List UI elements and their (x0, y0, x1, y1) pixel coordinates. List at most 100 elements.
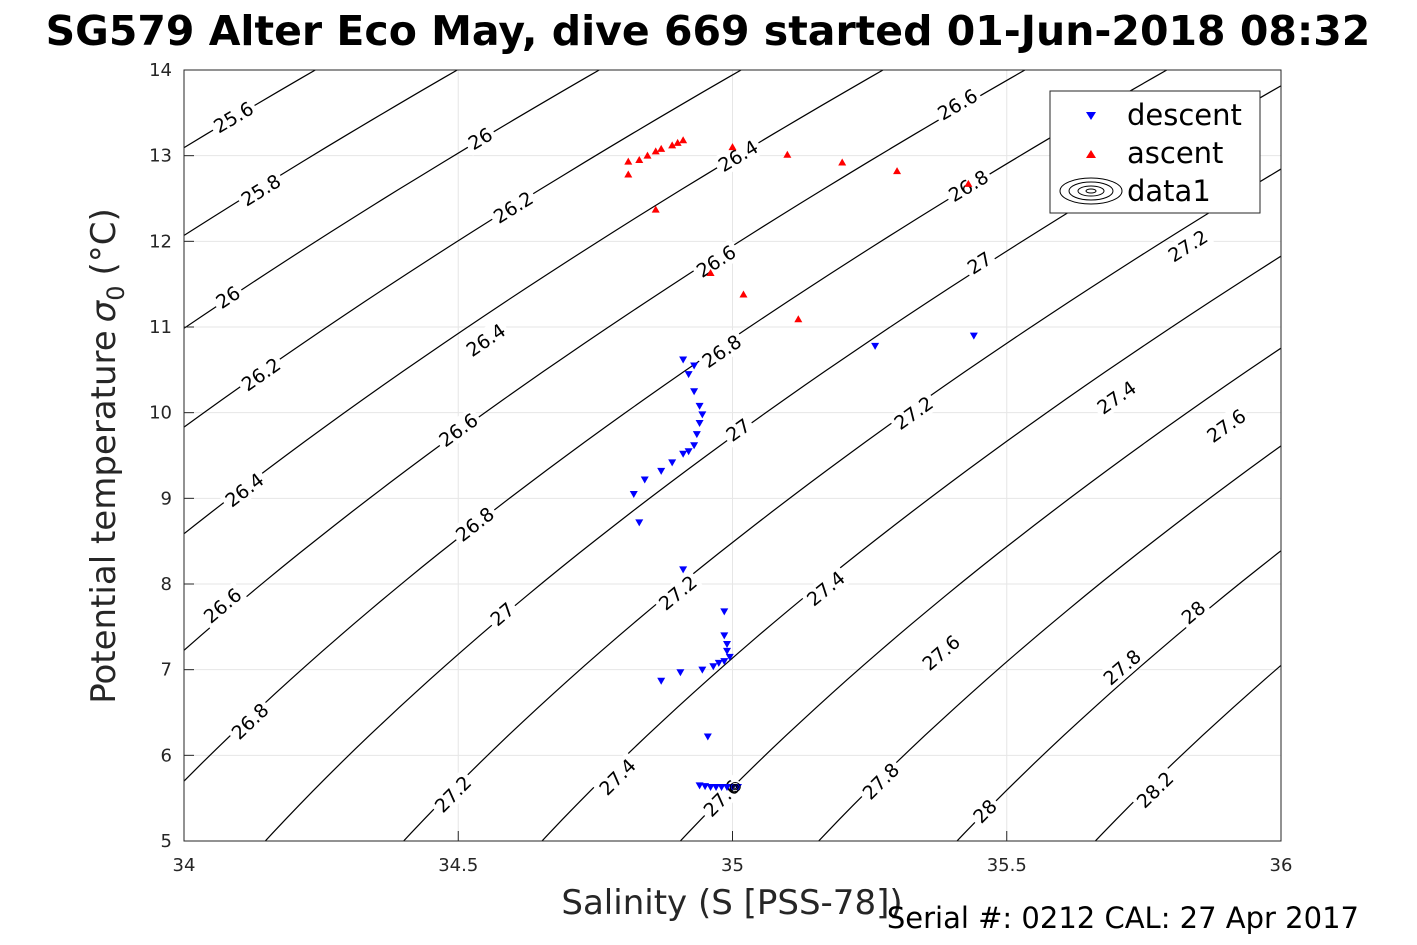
ascent-point (679, 136, 688, 144)
isopycnal-line (402, 168, 1281, 841)
legend-ascent-label: ascent (1127, 136, 1223, 170)
contour-label-background (1161, 223, 1215, 268)
y-axis-title: Potential temperature σ0 (°C) (84, 208, 130, 704)
ascent-point (643, 151, 652, 159)
legend-box (1049, 90, 1261, 214)
y-tick-label: 12 (149, 231, 172, 252)
descent-point (692, 431, 701, 439)
contour-label-background (1090, 374, 1143, 421)
x-tick-label: 34.5 (438, 855, 478, 876)
descent-point (723, 640, 732, 648)
descent-point (657, 677, 666, 685)
ascent-point (728, 143, 737, 151)
contour-label-background (652, 568, 704, 617)
legend-descent-marker (1086, 112, 1096, 120)
contour-label-background (695, 328, 748, 374)
descent-point (690, 362, 699, 370)
axis-ticks: 34 34.5 35 35.5 36 5 6 7 8 9 10 11 12 13 14 (149, 60, 1292, 876)
isopycnal-line (184, 70, 1027, 652)
contour-label-background (1129, 764, 1180, 815)
descent-point (725, 653, 734, 661)
x-tick-label: 34 (173, 855, 196, 876)
serial-cal-footer: Serial #: 0212 CAL: 27 Apr 2017 (887, 901, 1359, 935)
y-tick-label: 7 (161, 660, 172, 681)
contour-label-background (1174, 594, 1212, 631)
ascent-point (651, 205, 660, 213)
ascent-point (706, 269, 715, 277)
descent-point (723, 647, 732, 655)
descent-point (629, 491, 638, 499)
y-tick-label: 10 (149, 403, 172, 424)
x-tick-label: 36 (1270, 855, 1293, 876)
ascent-point (838, 158, 847, 166)
ascent-point (651, 147, 660, 155)
descent-point (714, 659, 723, 667)
ascent-point (657, 144, 666, 152)
data-points (624, 136, 978, 793)
legend-ascent-marker (1086, 150, 1096, 158)
contour-label-background (427, 768, 478, 819)
y-tick-label: 8 (161, 574, 172, 595)
contour-label-background (224, 696, 275, 746)
y-tick-label: 13 (149, 146, 172, 167)
isopycnal-line (956, 550, 1281, 841)
descent-point (720, 632, 729, 640)
ascent-point (624, 170, 633, 178)
ascent-point (668, 141, 677, 149)
y-tick-label: 11 (149, 317, 172, 338)
descent-point (668, 459, 677, 467)
descent-point (690, 388, 699, 396)
descent-point (676, 669, 685, 677)
descent-point (969, 332, 978, 340)
ascent-point (673, 138, 682, 146)
data1-contour-ring (733, 785, 738, 789)
descent-point (684, 448, 693, 456)
y-axis-title-unit: (°C) (84, 208, 124, 275)
descent-point (690, 442, 699, 450)
descent-point (679, 566, 688, 574)
contour-label-background (448, 500, 501, 548)
contour-label-background (483, 595, 521, 633)
y-axis-title-symbol: σ (84, 299, 124, 322)
contour-label-background (234, 351, 287, 397)
legend-data1-label: data1 (1127, 174, 1211, 208)
contour-label-background (461, 121, 499, 156)
isopycnal-line (184, 70, 885, 535)
contour-label-background (887, 389, 940, 436)
descent-point (695, 402, 704, 410)
descent-point (871, 342, 880, 350)
contour-label-background (196, 581, 248, 630)
contour-label-background (915, 628, 967, 677)
descent-point (640, 476, 649, 484)
descent-point (635, 519, 644, 527)
contour-label-background (966, 792, 1004, 830)
y-tick-label: 14 (149, 60, 172, 81)
data1-contour-ring (731, 783, 739, 791)
ascent-point (624, 157, 633, 165)
contour-label-background (206, 95, 260, 139)
y-axis-title-subscript: 0 (102, 285, 130, 300)
descent-point (679, 356, 688, 364)
y-tick-label: 6 (161, 745, 172, 766)
data1-contour-ring (729, 782, 741, 793)
contour-label-background (592, 751, 643, 802)
contour-label-background (800, 564, 852, 613)
descent-point (695, 419, 704, 427)
y-tick-label: 9 (161, 488, 172, 509)
legend-data1-marker (1059, 177, 1123, 205)
descent-point (657, 467, 666, 475)
isopycnal-line (679, 347, 1281, 841)
ascent-point (635, 155, 644, 163)
density-contours (184, 70, 1281, 841)
ascent-point (964, 179, 973, 187)
descent-point (706, 784, 715, 792)
ascent-point (893, 167, 902, 175)
contour-label-background (689, 238, 743, 284)
legend-descent-label: descent (1127, 98, 1242, 132)
x-tick-label: 35.5 (987, 855, 1027, 876)
contour-label-background (711, 133, 765, 178)
isopycnal-line (184, 70, 601, 330)
contour-label-background (960, 245, 998, 281)
contour-label-background (486, 184, 540, 230)
